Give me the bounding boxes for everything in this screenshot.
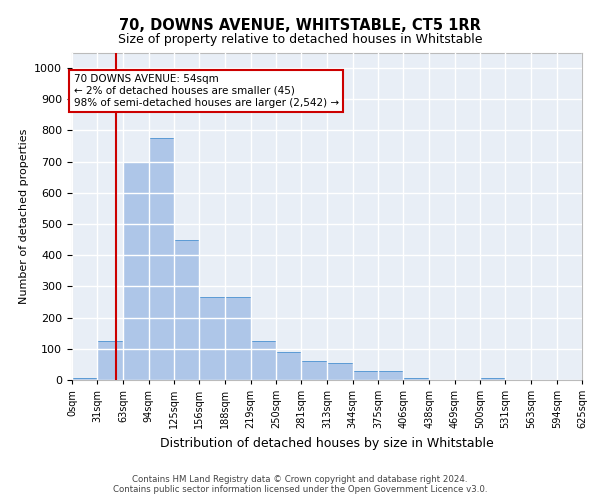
Bar <box>276 352 301 380</box>
Bar <box>328 363 353 380</box>
Text: 70 DOWNS AVENUE: 54sqm
← 2% of detached houses are smaller (45)
98% of semi-deta: 70 DOWNS AVENUE: 54sqm ← 2% of detached … <box>74 74 339 108</box>
Bar <box>301 362 328 380</box>
Bar <box>353 370 378 380</box>
Bar <box>199 298 226 380</box>
Bar <box>97 341 124 380</box>
Bar <box>480 378 505 380</box>
Y-axis label: Number of detached properties: Number of detached properties <box>19 128 29 304</box>
Text: Size of property relative to detached houses in Whitstable: Size of property relative to detached ho… <box>118 32 482 46</box>
Bar <box>72 378 97 380</box>
Bar <box>149 138 174 380</box>
Bar <box>226 298 251 380</box>
Text: Contains HM Land Registry data © Crown copyright and database right 2024.
Contai: Contains HM Land Registry data © Crown c… <box>113 474 487 494</box>
X-axis label: Distribution of detached houses by size in Whitstable: Distribution of detached houses by size … <box>160 436 494 450</box>
Bar <box>174 240 199 380</box>
Bar <box>251 341 276 380</box>
Bar <box>124 162 149 380</box>
Bar <box>403 378 430 380</box>
Text: 70, DOWNS AVENUE, WHITSTABLE, CT5 1RR: 70, DOWNS AVENUE, WHITSTABLE, CT5 1RR <box>119 18 481 32</box>
Bar <box>378 370 403 380</box>
